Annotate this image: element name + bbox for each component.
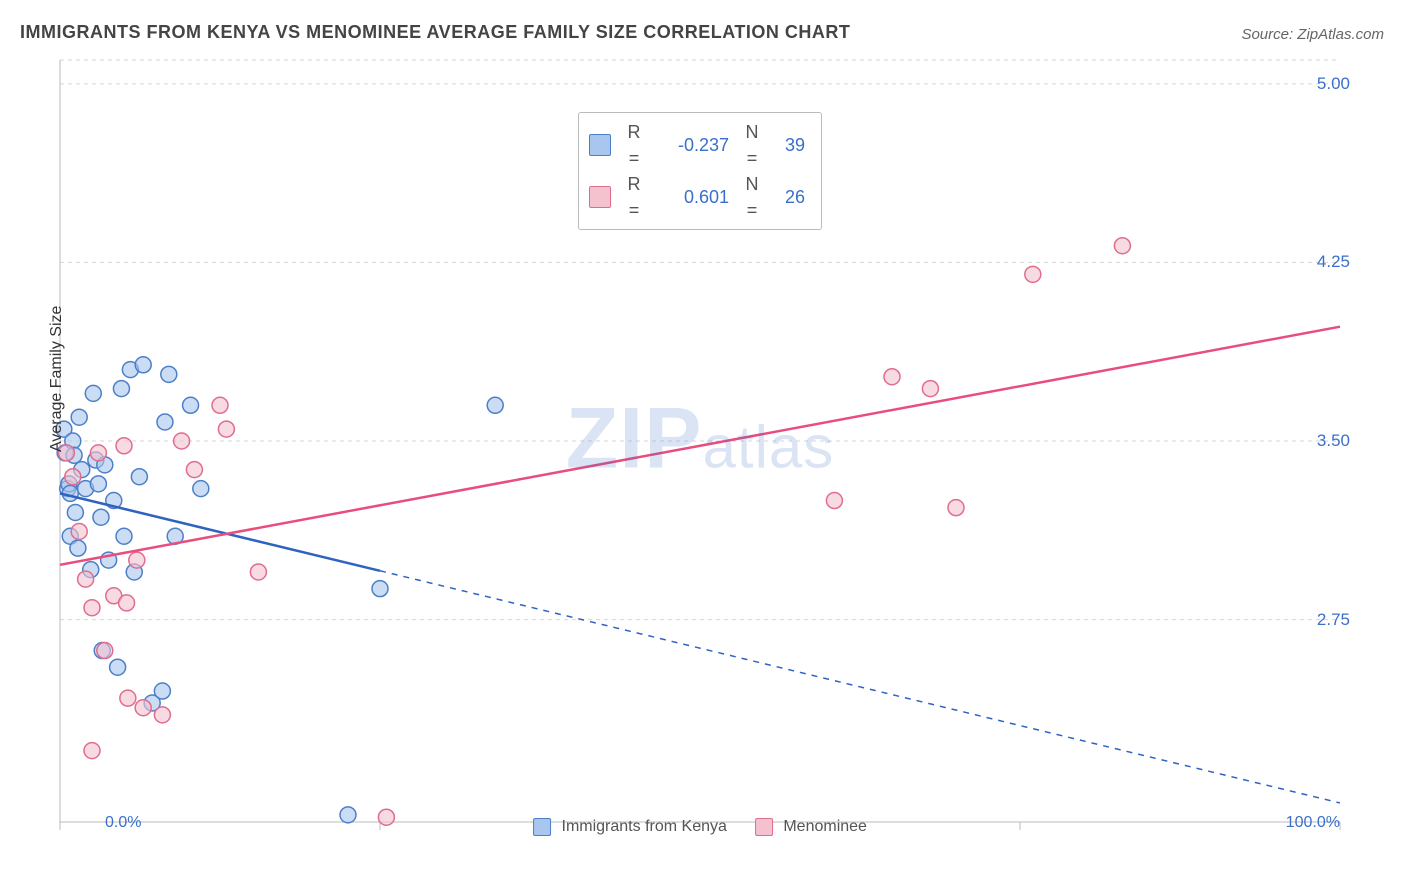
y-axis-label: Average Family Size	[48, 306, 66, 452]
legend-swatch-icon	[755, 818, 773, 836]
legend-label: Menominee	[783, 818, 867, 835]
stats-row-series1: R = -0.237 N = 39	[589, 119, 805, 171]
y-tick-label: 2.75	[1317, 610, 1350, 630]
x-axis-min-label: 0.0%	[105, 814, 141, 832]
x-axis-max-label: 100.0%	[1286, 814, 1340, 832]
n-value: 26	[775, 184, 805, 210]
stats-row-series2: R = 0.601 N = 26	[589, 171, 805, 223]
stat-label: N =	[739, 171, 765, 223]
chart-area: Average Family Size ZIPatlas 2.753.504.2…	[50, 52, 1350, 842]
y-tick-label: 3.50	[1317, 431, 1350, 451]
n-value: 39	[775, 132, 805, 158]
stat-label: R =	[621, 171, 647, 223]
legend-swatch-icon	[589, 186, 611, 208]
bottom-legend: Immigrants from Kenya Menominee	[533, 818, 867, 836]
legend-label: Immigrants from Kenya	[562, 818, 727, 835]
correlation-stats-legend: R = -0.237 N = 39 R = 0.601 N = 26	[578, 112, 822, 230]
chart-title: IMMIGRANTS FROM KENYA VS MENOMINEE AVERA…	[20, 22, 850, 43]
y-tick-label: 5.00	[1317, 74, 1350, 94]
legend-item-series2: Menominee	[755, 818, 867, 836]
legend-item-series1: Immigrants from Kenya	[533, 818, 727, 836]
legend-swatch-icon	[533, 818, 551, 836]
y-tick-label: 4.25	[1317, 252, 1350, 272]
r-value: -0.237	[657, 132, 729, 158]
stat-label: N =	[739, 119, 765, 171]
source-attribution: Source: ZipAtlas.com	[1241, 26, 1384, 43]
r-value: 0.601	[657, 184, 729, 210]
stat-label: R =	[621, 119, 647, 171]
legend-swatch-icon	[589, 134, 611, 156]
